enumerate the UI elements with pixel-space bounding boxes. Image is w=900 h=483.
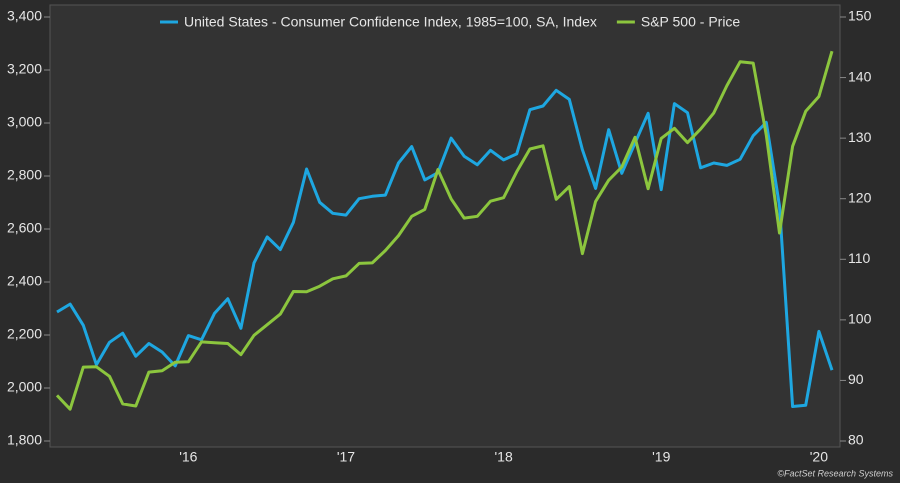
plot-area <box>49 4 841 448</box>
y-tick-label: 2,800 <box>7 167 42 183</box>
y-tick-label: 3,000 <box>7 114 42 130</box>
y-tick-label: 2,600 <box>7 220 42 236</box>
x-tick-label: '20 <box>810 449 828 465</box>
legend-label: United States - Consumer Confidence Inde… <box>184 14 597 30</box>
legend-label: S&P 500 - Price <box>641 14 741 30</box>
x-tick-label: '17 <box>337 449 355 465</box>
y2-tick-label: 150 <box>848 8 872 24</box>
y2-tick-label: 110 <box>848 250 871 266</box>
y2-tick-label: 140 <box>848 68 872 84</box>
y-tick-label: 1,800 <box>7 432 42 448</box>
y2-tick-label: 120 <box>848 189 872 205</box>
y-tick-label: 2,000 <box>7 379 42 395</box>
series-line <box>56 88 834 408</box>
y2-tick-label: 80 <box>848 432 864 448</box>
y-tick-label: 3,200 <box>7 61 42 77</box>
x-tick-label: '19 <box>652 449 670 465</box>
y-tick-label: 2,400 <box>7 273 42 289</box>
source-note: ©FactSet Research Systems <box>777 468 893 478</box>
series-line <box>55 50 834 411</box>
y2-tick-label: 90 <box>848 371 864 387</box>
y-tick-label: 3,400 <box>7 8 42 24</box>
y-tick-label: 2,200 <box>7 326 42 342</box>
x-tick-label: '16 <box>179 449 197 465</box>
y2-tick-label: 130 <box>848 129 872 145</box>
x-tick-label: '18 <box>494 449 512 465</box>
y2-tick-label: 100 <box>848 311 872 327</box>
